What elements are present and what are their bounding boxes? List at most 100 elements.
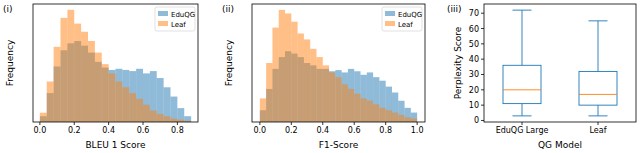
panel-title: (ii) (222, 4, 234, 14)
lower-cap (513, 115, 532, 116)
legend-swatch (385, 21, 395, 26)
x-axis-label: BLEU 1 Score (85, 140, 146, 150)
y-tick-label: 10 (469, 101, 479, 110)
histogram-bar (184, 116, 191, 122)
histogram-bar (116, 69, 123, 122)
x-tick-label: 0.0 (34, 126, 47, 135)
y-tick (481, 74, 484, 75)
figure: (i) BLEU 1 Score Frequency 0.0 0.2 0.4 0.6 0.8 E… (0, 0, 640, 153)
histogram-bar (304, 39, 310, 122)
upper-whisker (598, 21, 599, 72)
histogram-bar (367, 101, 373, 122)
x-tick-label: 0.6 (137, 126, 150, 135)
histogram-bar (361, 98, 367, 122)
y-axis-label: Frequency (5, 39, 15, 86)
lower-whisker (598, 105, 599, 116)
y-tick (481, 59, 484, 60)
x-tick (598, 122, 599, 125)
upper-cap (589, 20, 608, 21)
x-tick-label: Leaf (590, 126, 607, 135)
histogram-bar (386, 87, 392, 122)
y-tick (481, 89, 484, 90)
histogram-bar (122, 87, 129, 122)
median-line (579, 94, 617, 95)
histogram-bar (310, 49, 316, 122)
legend-box (382, 7, 422, 31)
histogram-bar (398, 115, 404, 122)
histogram-bar (361, 75, 367, 122)
histogram-bar (272, 28, 278, 122)
legend-box (155, 7, 195, 31)
x-tick (143, 122, 144, 125)
histogram-bar (335, 70, 341, 122)
x-tick (291, 122, 292, 125)
legend-label: EduQG (171, 11, 195, 19)
histogram-bar (386, 110, 392, 122)
histogram-bar (260, 98, 266, 122)
histogram-bar (143, 73, 150, 122)
y-tick (481, 120, 484, 121)
x-axis-label: QG Model (538, 140, 582, 150)
histogram-bar (379, 108, 385, 122)
y-tick-label: 30 (469, 70, 479, 79)
histogram-bar (392, 113, 398, 122)
x-tick-label: 0.2 (68, 126, 81, 135)
y-tick (481, 105, 484, 106)
y-axis-label: Perplexity Score (453, 26, 463, 99)
x-tick-label: 0.8 (171, 126, 184, 135)
histogram-bar (102, 64, 109, 122)
histogram-bar (40, 113, 47, 122)
y-tick (481, 43, 484, 44)
histogram-bar (354, 71, 360, 122)
histogram-bar (47, 82, 54, 122)
histogram-bar (136, 99, 143, 122)
y-tick (481, 13, 484, 14)
histogram-bar (348, 89, 354, 122)
histogram-bar (379, 81, 385, 122)
lower-cap (589, 115, 608, 116)
box (579, 71, 617, 105)
histogram-bar (164, 116, 171, 122)
histogram-bar (116, 82, 123, 122)
panel: (iii)QG ModelPerplexity ScoreEduQG Large… (447, 4, 636, 150)
x-axis-label: F1-Score (319, 140, 359, 150)
histogram-bar (157, 114, 164, 122)
histogram-bar (81, 32, 88, 122)
y-tick-label: 20 (469, 86, 479, 95)
x-tick (522, 122, 523, 125)
lower-whisker (522, 104, 523, 116)
histogram-bar (411, 113, 417, 122)
x-tick (74, 122, 75, 125)
histogram-bar (177, 108, 184, 122)
x-tick (417, 122, 418, 125)
histogram-bar (342, 84, 348, 122)
histogram-bar (150, 110, 157, 122)
x-tick-label: EduQG Large (496, 126, 549, 135)
y-tick-label: 70 (469, 9, 479, 18)
page: {"chart_data": [ {"type": "histogram", "… (0, 0, 640, 153)
plot-frame (484, 4, 636, 122)
histogram-bar (405, 117, 411, 122)
legend-label: EduQG (398, 11, 422, 19)
histogram-bar (373, 104, 379, 122)
histogram-bar (373, 77, 379, 122)
histogram-bar (129, 71, 136, 122)
histogram-bar (323, 65, 329, 122)
legend-swatch (158, 21, 168, 26)
panel-title: (i) (3, 4, 13, 14)
histogram-bar (171, 97, 178, 122)
upper-whisker (522, 10, 523, 65)
y-tick-label: 60 (469, 25, 479, 34)
x-tick-label: 0.4 (102, 126, 115, 135)
histogram-bar (398, 101, 404, 122)
legend-swatch (158, 11, 168, 16)
histogram-bar (348, 69, 354, 122)
histogram-bar (74, 24, 81, 122)
y-tick-label: 40 (469, 55, 479, 64)
x-tick-label: 0.2 (285, 126, 298, 135)
histogram-bar (392, 93, 398, 123)
histogram-bar (411, 118, 417, 122)
box (503, 65, 541, 103)
histogram-bar (136, 69, 143, 122)
histogram-bar (164, 87, 171, 122)
